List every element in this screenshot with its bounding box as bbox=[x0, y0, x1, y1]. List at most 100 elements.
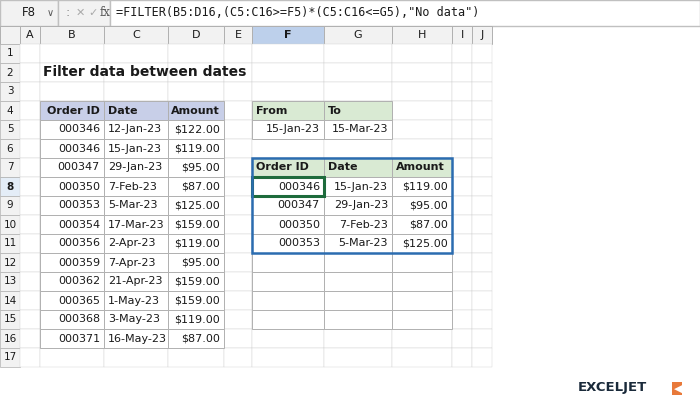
Bar bbox=[40, 177, 104, 196]
Text: 000347: 000347 bbox=[57, 162, 100, 172]
Text: $125.00: $125.00 bbox=[174, 200, 220, 210]
Bar bbox=[472, 348, 492, 367]
Bar bbox=[20, 26, 40, 44]
Bar bbox=[324, 291, 392, 310]
Bar bbox=[452, 329, 472, 348]
Bar bbox=[224, 120, 252, 139]
Bar bbox=[168, 329, 224, 348]
Bar bbox=[58, 0, 110, 26]
Bar bbox=[252, 253, 324, 272]
Bar bbox=[252, 272, 324, 291]
Bar bbox=[252, 215, 324, 234]
Bar bbox=[324, 26, 392, 44]
Bar bbox=[104, 82, 168, 101]
Bar bbox=[168, 158, 224, 177]
Bar bbox=[452, 348, 472, 367]
Bar bbox=[324, 310, 392, 329]
Text: ◀: ◀ bbox=[674, 384, 682, 394]
Bar bbox=[104, 139, 168, 158]
Text: $87.00: $87.00 bbox=[409, 220, 448, 230]
Bar bbox=[40, 310, 104, 329]
Bar bbox=[0, 120, 20, 139]
Text: 13: 13 bbox=[4, 276, 17, 286]
Text: 16: 16 bbox=[4, 334, 17, 344]
Bar bbox=[252, 120, 324, 139]
Bar bbox=[324, 44, 392, 63]
Bar bbox=[324, 253, 392, 272]
Bar bbox=[104, 177, 168, 196]
Text: 5-Mar-23: 5-Mar-23 bbox=[108, 200, 158, 210]
Bar bbox=[252, 310, 324, 329]
Text: 17-Mar-23: 17-Mar-23 bbox=[108, 220, 164, 230]
Text: 15-Mar-23: 15-Mar-23 bbox=[332, 124, 388, 134]
Bar bbox=[252, 101, 324, 120]
Bar bbox=[392, 215, 452, 234]
Bar bbox=[40, 215, 104, 234]
Text: 11: 11 bbox=[4, 238, 17, 248]
Bar bbox=[452, 215, 472, 234]
Text: 7: 7 bbox=[7, 162, 13, 172]
Bar bbox=[224, 348, 252, 367]
Bar bbox=[392, 234, 452, 253]
Bar bbox=[324, 291, 392, 310]
Text: 1-May-23: 1-May-23 bbox=[108, 296, 160, 306]
Bar bbox=[324, 310, 392, 329]
Bar bbox=[224, 63, 252, 82]
Bar bbox=[104, 253, 168, 272]
Bar bbox=[252, 158, 452, 253]
Bar bbox=[324, 196, 392, 215]
Bar bbox=[20, 348, 40, 367]
Text: $119.00: $119.00 bbox=[174, 314, 220, 324]
Bar bbox=[168, 329, 224, 348]
Bar bbox=[252, 139, 324, 158]
Bar bbox=[452, 272, 472, 291]
Text: To: To bbox=[328, 106, 342, 116]
Bar bbox=[168, 348, 224, 367]
Text: :: : bbox=[66, 6, 70, 20]
Text: From: From bbox=[256, 106, 288, 116]
Bar bbox=[104, 272, 168, 291]
Bar bbox=[452, 158, 472, 177]
Text: 12-Jan-23: 12-Jan-23 bbox=[108, 124, 162, 134]
Bar bbox=[392, 291, 452, 310]
Text: =FILTER(B5:D16,(C5:C16>=F5)*(C5:C16<=G5),"No data"): =FILTER(B5:D16,(C5:C16>=F5)*(C5:C16<=G5)… bbox=[116, 6, 480, 20]
Bar bbox=[324, 120, 392, 139]
Bar bbox=[40, 101, 104, 120]
Bar bbox=[252, 348, 324, 367]
Text: $95.00: $95.00 bbox=[410, 200, 448, 210]
Bar bbox=[324, 139, 392, 158]
Bar bbox=[168, 177, 224, 196]
Text: 15-Jan-23: 15-Jan-23 bbox=[334, 182, 388, 192]
Bar bbox=[104, 291, 168, 310]
Text: 000371: 000371 bbox=[58, 334, 100, 344]
Bar bbox=[324, 234, 392, 253]
Bar bbox=[168, 101, 224, 120]
Bar bbox=[224, 253, 252, 272]
Bar bbox=[40, 139, 104, 158]
Text: Amount: Amount bbox=[172, 106, 220, 116]
Bar bbox=[392, 253, 452, 272]
Bar bbox=[252, 177, 324, 196]
Bar bbox=[324, 234, 392, 253]
Bar bbox=[392, 177, 452, 196]
Bar bbox=[40, 82, 104, 101]
Bar bbox=[0, 291, 20, 310]
Bar bbox=[104, 26, 168, 44]
Bar bbox=[224, 215, 252, 234]
Bar bbox=[168, 272, 224, 291]
Bar bbox=[20, 215, 40, 234]
Bar bbox=[104, 101, 168, 120]
Bar bbox=[392, 44, 452, 63]
Text: $159.00: $159.00 bbox=[174, 296, 220, 306]
Bar bbox=[224, 329, 252, 348]
Text: 000350: 000350 bbox=[278, 220, 320, 230]
Bar bbox=[40, 44, 104, 63]
Bar bbox=[40, 253, 104, 272]
Bar bbox=[252, 196, 324, 215]
Bar bbox=[392, 272, 452, 291]
Text: ✕: ✕ bbox=[76, 8, 85, 18]
Bar bbox=[104, 139, 168, 158]
Bar bbox=[0, 272, 20, 291]
Bar bbox=[224, 196, 252, 215]
Text: 000356: 000356 bbox=[58, 238, 100, 248]
